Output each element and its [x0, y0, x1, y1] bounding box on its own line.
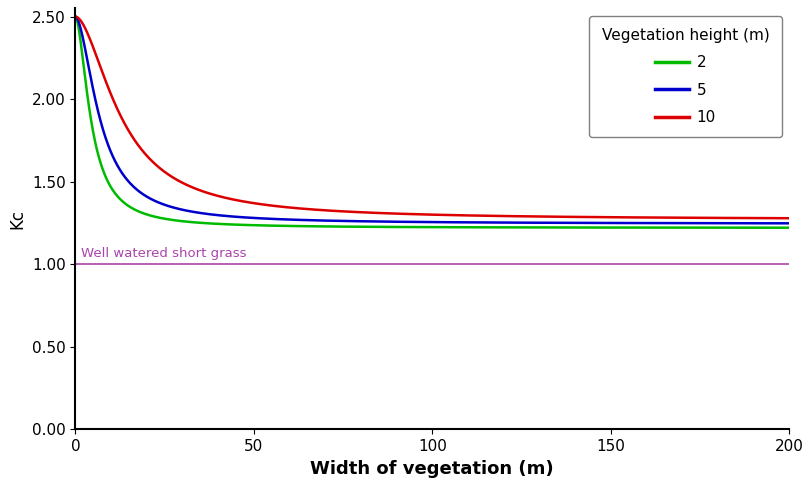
2	[370, 224, 380, 230]
10	[762, 215, 771, 221]
Text: Well watered short grass: Well watered short grass	[80, 247, 246, 260]
Line: 10: 10	[75, 17, 788, 218]
X-axis label: Width of vegetation (m): Width of vegetation (m)	[310, 460, 553, 478]
2	[726, 225, 736, 230]
5	[762, 220, 771, 226]
2	[71, 14, 80, 19]
2	[588, 225, 598, 230]
Line: 5: 5	[75, 17, 788, 224]
Y-axis label: Kc: Kc	[8, 209, 26, 229]
10	[71, 14, 80, 19]
10	[375, 210, 385, 216]
10	[410, 211, 419, 217]
5	[588, 220, 598, 226]
5	[71, 14, 80, 19]
5	[375, 219, 385, 225]
Legend: 2, 5, 10: 2, 5, 10	[589, 16, 781, 137]
5	[783, 221, 793, 226]
2	[375, 224, 385, 230]
10	[783, 215, 793, 221]
10	[588, 214, 598, 220]
5	[410, 219, 419, 225]
10	[726, 215, 736, 221]
10	[370, 210, 380, 216]
5	[370, 219, 380, 225]
5	[726, 220, 736, 226]
2	[410, 224, 419, 230]
Line: 2: 2	[75, 17, 788, 228]
2	[762, 225, 771, 231]
2	[783, 225, 793, 231]
